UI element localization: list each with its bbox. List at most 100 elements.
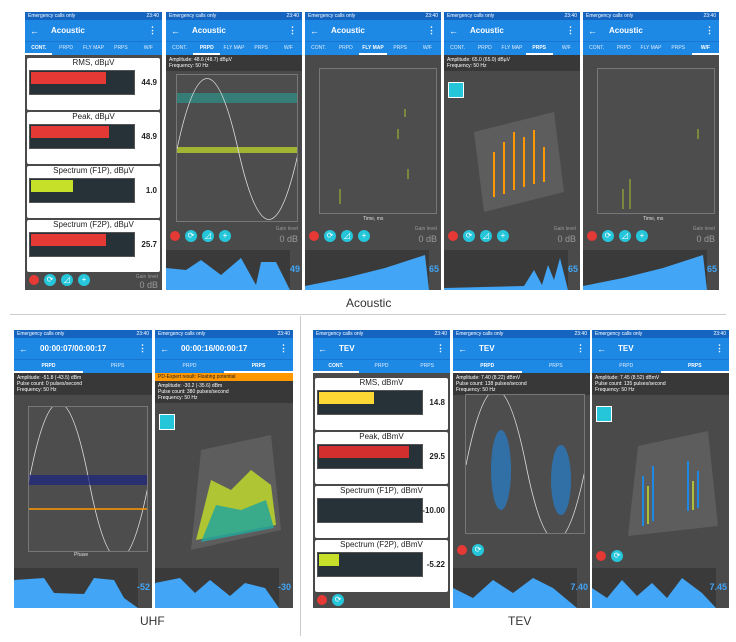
- tab-prps[interactable]: PRPS: [224, 360, 293, 373]
- more-menu-icon[interactable]: ⋮: [705, 25, 714, 35]
- more-menu-icon[interactable]: ⋮: [436, 343, 445, 353]
- more-menu-icon[interactable]: ⋮: [288, 25, 297, 35]
- record-button[interactable]: [317, 595, 327, 605]
- more-menu-icon[interactable]: ⋮: [138, 343, 147, 353]
- record-button[interactable]: [170, 231, 180, 241]
- refresh-icon[interactable]: ⟳: [602, 230, 614, 242]
- add-icon[interactable]: +: [219, 230, 231, 242]
- back-arrow-icon[interactable]: ←: [19, 343, 28, 354]
- tab-wf[interactable]: W/F: [691, 42, 719, 55]
- tab-prps[interactable]: PRPS: [660, 360, 729, 373]
- tab-prpd[interactable]: PRPD: [453, 360, 522, 373]
- refresh-icon[interactable]: ⟳: [472, 544, 484, 556]
- expert-result-banner: PD-Expert result: Floating potential: [155, 373, 293, 381]
- add-icon[interactable]: +: [358, 230, 370, 242]
- tab-prpd[interactable]: PRPD: [477, 45, 492, 51]
- trend-chart: [583, 250, 707, 290]
- more-menu-icon[interactable]: ⋮: [576, 343, 585, 353]
- tab-wf[interactable]: W/F: [143, 45, 153, 51]
- tab-prpd[interactable]: PRPD: [14, 360, 83, 373]
- chart-icon[interactable]: ◿: [341, 230, 353, 242]
- record-button[interactable]: [309, 231, 319, 241]
- tab-fly-map[interactable]: FLY MAP: [359, 42, 387, 55]
- tab-fly-map[interactable]: FLY MAP: [640, 45, 662, 51]
- tab-prps[interactable]: PRPS: [254, 45, 269, 51]
- tab-prps[interactable]: PRPS: [671, 45, 686, 51]
- tab-prps[interactable]: PRPS: [393, 45, 408, 51]
- refresh-icon[interactable]: ⟳: [463, 230, 475, 242]
- caption-uhf: UHF: [140, 614, 165, 628]
- back-arrow-icon[interactable]: ←: [160, 343, 169, 354]
- cube-view-icon[interactable]: [596, 406, 612, 422]
- tab-fly-map[interactable]: FLY MAP: [83, 45, 104, 51]
- back-arrow-icon[interactable]: ←: [318, 343, 327, 354]
- record-button[interactable]: [29, 275, 39, 285]
- level-bar: [31, 234, 106, 246]
- refresh-icon[interactable]: ⟳: [185, 230, 197, 242]
- refresh-icon[interactable]: ⟳: [332, 594, 344, 606]
- meter-spectrum-f2p: Spectrum (F2P), dBµV 25.7: [27, 220, 160, 272]
- tab-wf[interactable]: W/F: [561, 45, 571, 51]
- add-icon[interactable]: +: [497, 230, 509, 242]
- trend-area: [14, 578, 138, 608]
- tab-fly-map[interactable]: FLY MAP: [501, 45, 523, 51]
- more-menu-icon[interactable]: ⋮: [279, 343, 288, 353]
- back-arrow-icon[interactable]: ←: [171, 25, 180, 36]
- chart-icon[interactable]: ◿: [202, 230, 214, 242]
- meter-spectrum-f1p: Spectrum (F1P), dBmV -10.00: [315, 486, 448, 538]
- back-arrow-icon[interactable]: ←: [449, 25, 458, 36]
- chart-icon[interactable]: ◿: [480, 230, 492, 242]
- tab-cont[interactable]: CONT.: [25, 42, 53, 55]
- more-menu-icon[interactable]: ⋮: [715, 343, 724, 353]
- back-arrow-icon[interactable]: ←: [597, 343, 606, 354]
- tab-cont[interactable]: CONT.: [450, 45, 466, 51]
- cube-view-icon[interactable]: [159, 414, 175, 430]
- tab-cont[interactable]: CONT.: [172, 45, 188, 51]
- add-icon[interactable]: +: [78, 274, 90, 286]
- more-menu-icon[interactable]: ⋮: [148, 25, 157, 35]
- more-menu-icon[interactable]: ⋮: [427, 25, 436, 35]
- tab-prpd[interactable]: PRPD: [182, 363, 197, 369]
- record-button[interactable]: [448, 231, 458, 241]
- acoustic-flymap-screen: Emergency calls only 23:40 ← Acoustic ⋮ CON…: [305, 12, 441, 290]
- tab-prpd[interactable]: PRPD: [619, 363, 634, 369]
- refresh-icon[interactable]: ⟳: [611, 550, 623, 562]
- tab-prpd[interactable]: PRPD: [616, 45, 631, 51]
- level-bar: [319, 554, 339, 566]
- tab-prpd[interactable]: PRPD: [193, 42, 221, 55]
- tab-prps[interactable]: PRPS: [114, 45, 128, 51]
- refresh-icon[interactable]: ⟳: [44, 274, 56, 286]
- tev-prps-3d-plot: [628, 431, 718, 536]
- tab-prps[interactable]: PRPS: [110, 363, 125, 369]
- prpd-plot: [176, 74, 298, 222]
- scatter-band: [177, 147, 297, 153]
- back-arrow-icon[interactable]: ←: [458, 343, 467, 354]
- tab-prps[interactable]: PRPS: [420, 363, 434, 369]
- more-menu-icon[interactable]: ⋮: [566, 25, 575, 35]
- tab-cont[interactable]: CONT.: [589, 45, 605, 51]
- meter-rms: RMS, dBµV 44.9: [27, 58, 160, 110]
- tab-cont[interactable]: CONT.: [313, 360, 359, 373]
- chart-icon[interactable]: ◿: [619, 230, 631, 242]
- tab-wf[interactable]: W/F: [422, 45, 432, 51]
- tab-prpd[interactable]: PRPD: [374, 363, 389, 369]
- tab-wf[interactable]: W/F: [283, 45, 293, 51]
- tab-prps[interactable]: PRPS: [525, 42, 553, 55]
- back-arrow-icon[interactable]: ←: [30, 25, 39, 36]
- tab-fly-map[interactable]: FLY MAP: [223, 45, 245, 51]
- pulse-bars: [493, 130, 545, 197]
- chart-icon[interactable]: ◿: [61, 274, 73, 286]
- record-button[interactable]: [457, 545, 467, 555]
- record-button[interactable]: [596, 551, 606, 561]
- refresh-icon[interactable]: ⟳: [324, 230, 336, 242]
- trend-area: [453, 578, 577, 608]
- add-icon[interactable]: +: [636, 230, 648, 242]
- back-arrow-icon[interactable]: ←: [588, 25, 597, 36]
- tab-prpd[interactable]: PRPD: [59, 45, 74, 51]
- record-button[interactable]: [587, 231, 597, 241]
- cube-view-icon[interactable]: [448, 82, 464, 98]
- back-arrow-icon[interactable]: ←: [310, 25, 319, 36]
- tab-cont[interactable]: CONT.: [311, 45, 327, 51]
- tab-prps[interactable]: PRPS: [548, 363, 563, 369]
- tab-prpd[interactable]: PRPD: [338, 45, 353, 51]
